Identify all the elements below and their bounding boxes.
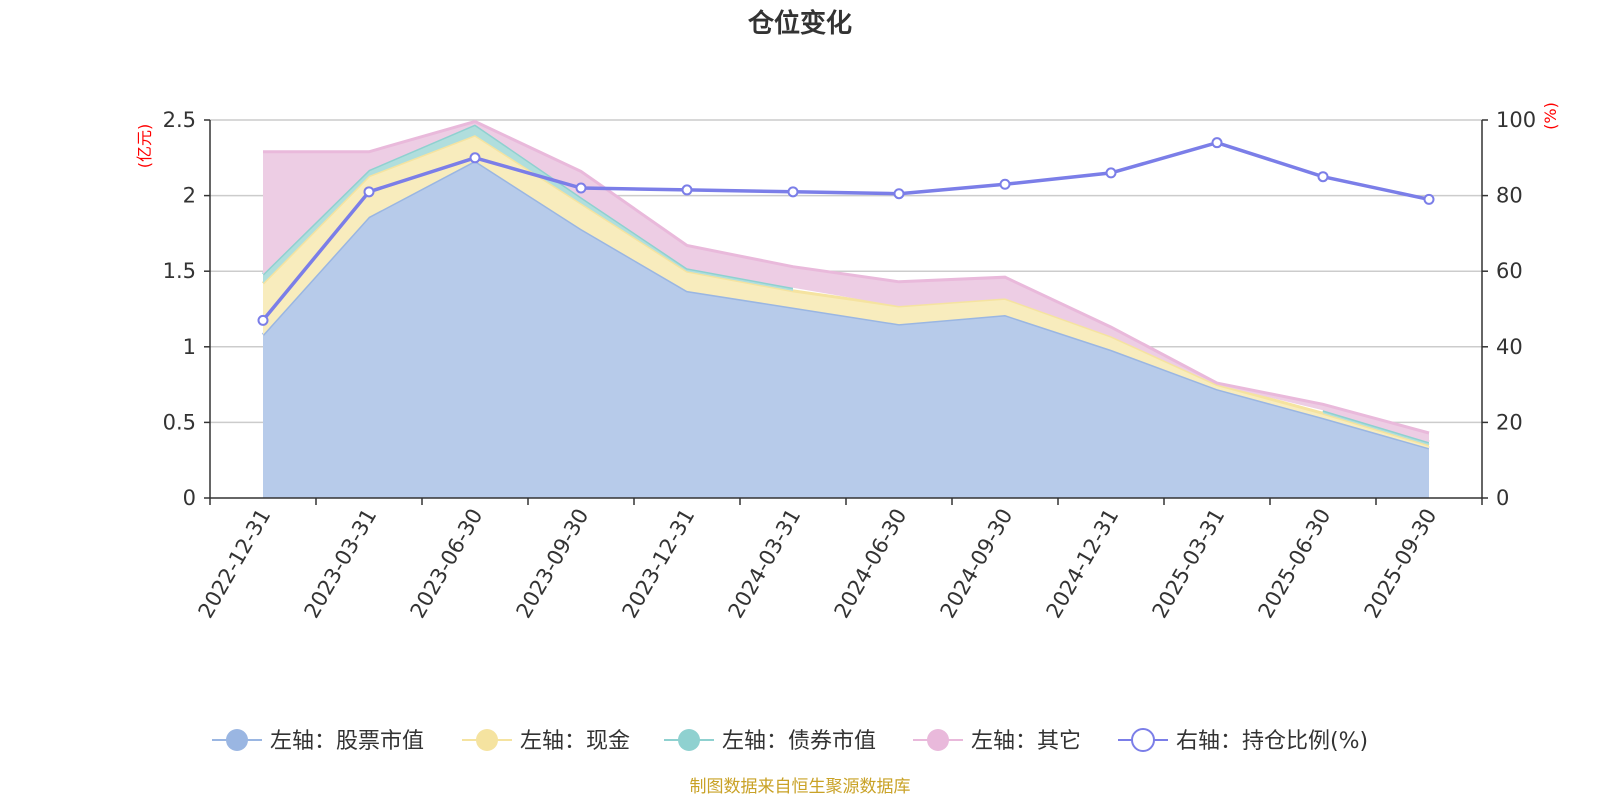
left-tick-label: 1.5: [163, 259, 196, 283]
x-tick-label: 2024-03-31: [724, 505, 806, 623]
right-tick-label: 0: [1496, 486, 1509, 510]
ratio-line: [257, 137, 1435, 326]
x-tick-label: 2023-06-30: [406, 505, 488, 623]
ratio-point: [1317, 171, 1329, 183]
legend-item-other[interactable]: 左轴：其它: [913, 729, 1081, 754]
ratio-point: [1211, 137, 1223, 149]
legend-marker-other: [927, 729, 949, 751]
ratio-point: [257, 314, 269, 326]
ratio-point: [575, 182, 587, 194]
x-tick-label: 2024-12-31: [1042, 505, 1124, 623]
legend-label: 左轴：现金: [520, 729, 630, 754]
ratio-point: [1105, 167, 1117, 179]
legend-item-ratio[interactable]: 右轴：持仓比例(%): [1118, 728, 1368, 754]
right-axis-ticks: 0 20 40 60 80 100: [1496, 108, 1536, 510]
x-axis-ticks: 2022-12-31 2023-03-31 2023-06-30 2023-09…: [194, 505, 1442, 623]
x-tick-label: 2022-12-31: [194, 505, 276, 623]
left-tick-label: 2.5: [163, 108, 196, 132]
left-tick-label: 0.5: [163, 410, 196, 434]
legend-item-cash[interactable]: 左轴：现金: [462, 729, 630, 754]
x-tick-label: 2025-09-30: [1360, 505, 1442, 623]
x-tick-label: 2023-03-31: [300, 505, 382, 623]
source-note: 制图数据来自恒生聚源数据库: [690, 777, 911, 797]
x-tick-label: 2024-06-30: [830, 505, 912, 623]
ratio-point: [469, 152, 481, 164]
x-tick-label: 2025-06-30: [1254, 505, 1336, 623]
ratio-line-path: [261, 140, 1430, 322]
legend-item-stock[interactable]: 左轴：股票市值: [212, 729, 424, 754]
legend-marker-ratio: [1131, 728, 1155, 752]
ratio-point: [681, 184, 693, 196]
x-tick-label: 2024-09-30: [936, 505, 1018, 623]
x-tick-label: 2023-09-30: [512, 505, 594, 623]
stacked-areas: [261, 119, 1430, 499]
legend-marker-cash: [476, 729, 498, 751]
left-axis-ticks: 0 0.5 1 1.5 2 2.5: [163, 108, 196, 510]
ratio-point: [999, 178, 1011, 190]
chart-title: 仓位变化: [747, 8, 852, 39]
legend-marker-bond: [678, 729, 700, 751]
legend: 左轴：股票市值 左轴：现金 左轴：债券市值 左轴：其它 右轴：持仓比例(%): [212, 728, 1368, 754]
right-tick-label: 100: [1496, 108, 1536, 132]
legend-item-bond[interactable]: 左轴：债券市值: [664, 729, 876, 754]
axes: [204, 119, 1488, 505]
legend-label: 右轴：持仓比例(%): [1176, 729, 1368, 754]
area-edge-左轴：其它: [263, 119, 1430, 435]
area-左轴：股票市值: [263, 160, 1429, 499]
x-tick-label: 2025-03-31: [1148, 505, 1230, 623]
legend-marker-stock: [226, 729, 248, 751]
x-tick-label: 2023-12-31: [618, 505, 700, 623]
left-axis-unit: (亿元): [135, 124, 154, 169]
left-tick-label: 1: [183, 335, 196, 359]
right-tick-label: 40: [1496, 335, 1523, 359]
ratio-point: [1423, 193, 1435, 205]
ratio-point: [787, 186, 799, 198]
left-tick-label: 0: [183, 486, 196, 510]
legend-label: 左轴：股票市值: [270, 729, 424, 754]
right-axis-unit: (%): [1541, 102, 1560, 130]
left-tick-label: 2: [183, 184, 196, 208]
ratio-point: [893, 188, 905, 200]
right-tick-label: 20: [1496, 410, 1523, 434]
ratio-point: [363, 186, 375, 198]
legend-label: 左轴：其它: [971, 729, 1081, 754]
area-左轴：其它: [263, 121, 1429, 443]
legend-label: 左轴：债券市值: [722, 729, 876, 754]
right-tick-label: 80: [1496, 184, 1523, 208]
right-tick-label: 60: [1496, 259, 1523, 283]
